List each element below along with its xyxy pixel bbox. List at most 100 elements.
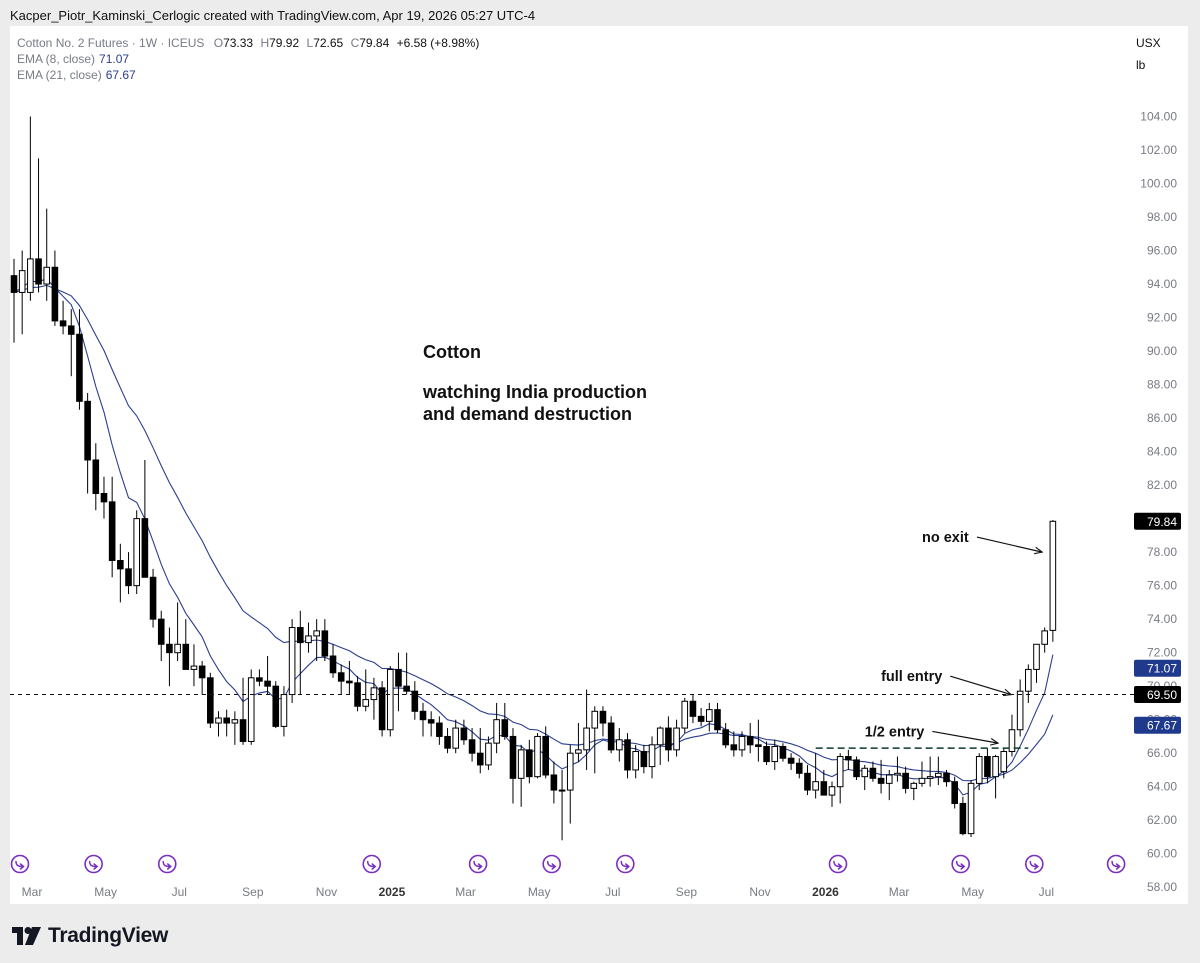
candle-body: [984, 756, 991, 778]
candle-body: [787, 757, 795, 764]
price-label-79-84[interactable]: 79.84: [1134, 512, 1181, 530]
price-label-67-67[interactable]: 67.67: [1134, 716, 1181, 734]
candle: [984, 748, 991, 784]
candle: [436, 716, 443, 745]
x-tick-label: May: [961, 885, 984, 899]
low-label: L: [306, 36, 314, 50]
legend-ema8-row[interactable]: EMA (8, close) 71.07: [17, 51, 479, 67]
candle: [51, 250, 59, 326]
candle: [804, 764, 811, 796]
y-tick-label: 84.00: [1147, 445, 1177, 459]
unit-selector[interactable]: USX lb: [1136, 32, 1176, 76]
candle-body: [157, 618, 165, 645]
candle: [967, 780, 975, 837]
candle-body: [877, 777, 885, 784]
price-label-71-07[interactable]: 71.07: [1134, 659, 1181, 677]
candle-body: [738, 735, 746, 751]
candle: [1016, 679, 1024, 737]
candle-body: [1033, 643, 1040, 670]
candle-body: [166, 643, 173, 654]
chart-legend: Cotton No. 2 Futures · 1W · ICEUS O73.33…: [17, 35, 479, 83]
candle: [313, 619, 320, 662]
chart-panel[interactable]: Cotton watching India production and deman…: [10, 26, 1188, 904]
legend-ema21-row[interactable]: EMA (21, close) 67.67: [17, 67, 479, 83]
event-marker-icon[interactable]: [157, 854, 177, 874]
event-marker-icon[interactable]: [951, 854, 971, 874]
candle-body: [607, 722, 615, 751]
candle-body: [239, 719, 247, 742]
candle-body: [926, 776, 934, 779]
attribution-bar: Kacper_Piotr_Kaminski_Cerlogic created w…: [0, 0, 1200, 30]
candle-body: [918, 777, 926, 784]
candle: [1049, 519, 1057, 642]
event-marker-icon[interactable]: [10, 854, 30, 874]
annotation-subtitle2[interactable]: and demand destruction: [423, 404, 632, 424]
candle: [542, 726, 550, 779]
candle-body: [256, 677, 263, 682]
x-tick-label: Nov: [749, 885, 770, 899]
annotation-no-exit[interactable]: no exit: [922, 530, 969, 546]
annotation-subtitle1[interactable]: watching India production: [422, 382, 647, 402]
candle-body: [305, 635, 312, 644]
event-marker-icon[interactable]: [828, 854, 848, 874]
event-marker-icon[interactable]: [616, 854, 635, 874]
currency-unit[interactable]: USX: [1136, 36, 1161, 50]
candle-body: [125, 568, 132, 587]
candle: [1041, 627, 1048, 653]
attribution-text: Kacper_Piotr_Kaminski_Cerlogic created w…: [10, 8, 536, 23]
candle-body: [902, 772, 909, 789]
quantity-unit[interactable]: lb: [1136, 58, 1146, 72]
candle: [894, 756, 901, 782]
candle: [378, 681, 386, 737]
open-value: 73.33: [223, 36, 254, 50]
legend-ohlc-row[interactable]: Cotton No. 2 Futures · 1W · ICEUS O73.33…: [17, 35, 479, 51]
annotation-arrow-full-entry: [950, 675, 1011, 694]
candle: [624, 733, 631, 779]
low-value: 72.65: [313, 36, 344, 50]
annotation-title[interactable]: Cotton: [423, 342, 481, 362]
candle-body: [174, 643, 181, 654]
candle-body: [272, 685, 280, 727]
annotation-half-entry[interactable]: 1/2 entry: [865, 724, 925, 740]
candle: [845, 749, 852, 770]
x-tick-label: Mar: [22, 885, 43, 899]
y-tick-label: 104.00: [1140, 109, 1177, 123]
event-marker-icon[interactable]: [362, 854, 382, 874]
candle: [329, 644, 337, 678]
candle-body: [509, 735, 517, 779]
price-label-69-50[interactable]: 69.50: [1134, 686, 1181, 704]
candle: [190, 644, 198, 687]
candle: [526, 739, 533, 784]
candle: [174, 602, 181, 662]
event-marker-icon[interactable]: [542, 854, 562, 874]
candle: [689, 694, 697, 724]
annotation-full-entry[interactable]: full entry: [881, 669, 942, 685]
candle-body: [763, 745, 770, 763]
candle-body: [92, 459, 100, 494]
event-marker-icon[interactable]: [84, 854, 103, 874]
event-marker-icon[interactable]: [1025, 854, 1044, 874]
candle-body: [108, 501, 116, 562]
x-tick-label: Mar: [889, 885, 910, 899]
symbol-name[interactable]: Cotton No. 2 Futures · 1W · ICEUS: [17, 36, 205, 50]
event-marker-icon[interactable]: [1106, 854, 1126, 874]
candle: [550, 761, 558, 804]
candle: [828, 781, 836, 807]
candle-body: [501, 719, 509, 737]
candle-body: [869, 767, 877, 779]
event-marker-icon[interactable]: [468, 854, 488, 874]
y-tick-label: 58.00: [1147, 880, 1177, 894]
candle-body: [100, 492, 108, 503]
candle: [771, 739, 779, 770]
candle: [1025, 664, 1032, 703]
candle-body: [591, 710, 599, 729]
ema21-label[interactable]: EMA (21, close): [17, 68, 102, 82]
x-tick-label: Sep: [242, 885, 264, 899]
y-tick-label: 72.00: [1147, 646, 1177, 660]
tradingview-logo[interactable]: TradingView: [12, 924, 168, 948]
x-tick-label: Jul: [605, 885, 620, 899]
ema8-label[interactable]: EMA (8, close): [17, 52, 96, 66]
candle: [321, 619, 329, 662]
annotation-arrow-half-entry: [932, 730, 998, 743]
